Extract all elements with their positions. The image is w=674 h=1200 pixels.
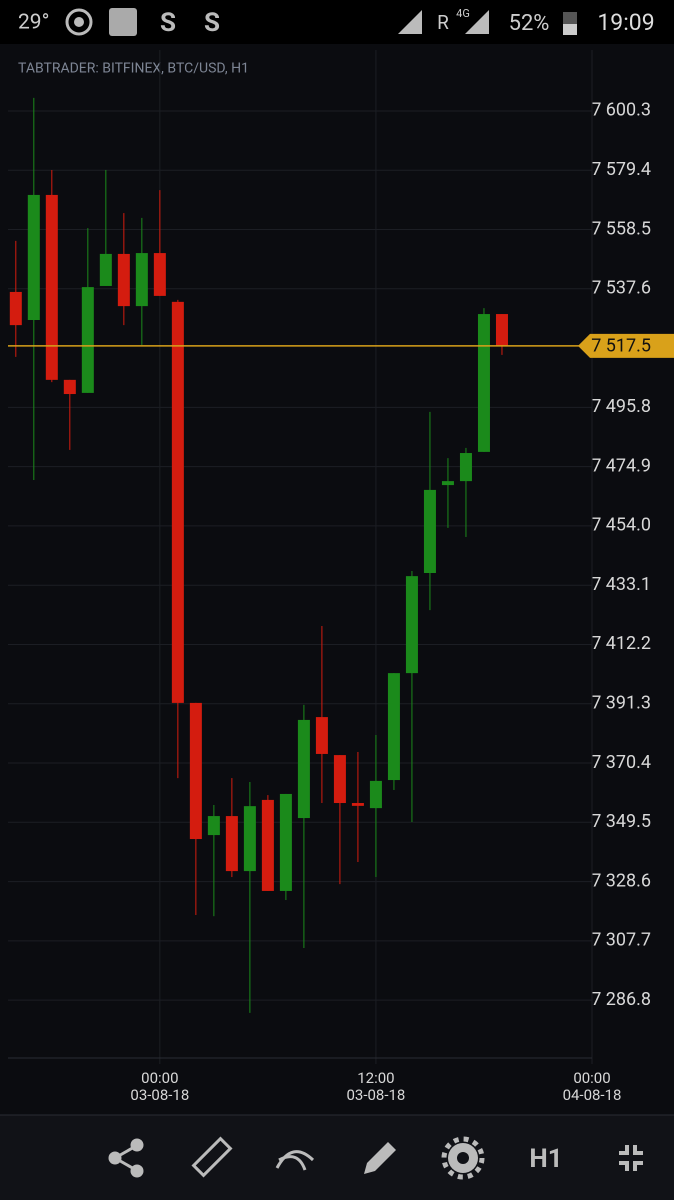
battery-level: 52% <box>509 11 550 36</box>
x-tick-label: 12:00 <box>357 1069 394 1087</box>
fullscreen-button[interactable] <box>619 1145 643 1171</box>
ruler-button[interactable] <box>191 1136 233 1178</box>
share-button[interactable] <box>108 1138 144 1178</box>
candle-body <box>153 253 166 296</box>
battery-icon <box>563 12 577 35</box>
draw-button[interactable] <box>364 1142 396 1174</box>
clock: 19:09 <box>597 9 654 36</box>
candle-body <box>495 314 508 346</box>
signal-icon <box>398 10 422 34</box>
candle-body <box>387 673 400 781</box>
chrome-icon <box>65 8 93 36</box>
candle-body <box>405 576 418 674</box>
settings-button[interactable] <box>441 1136 485 1180</box>
y-tick-label: 7 474.9 <box>591 455 651 476</box>
y-tick-label: 7 600.3 <box>591 100 651 121</box>
temperature: 29° <box>18 11 49 35</box>
candle-body <box>117 253 130 307</box>
candle-body <box>99 253 112 286</box>
y-tick-label: 7 454.0 <box>591 515 651 536</box>
y-tick-label: 7 537.6 <box>591 278 651 299</box>
y-tick-label: 7 307.7 <box>591 930 651 951</box>
signal-icon <box>465 10 489 34</box>
candle-body <box>477 314 490 452</box>
plot: 7 286.8 7 307.7 7 328.6 7 349.5 7 370.4 7 391… <box>8 50 674 1104</box>
candle-body <box>441 481 454 486</box>
candle-body <box>45 194 58 380</box>
candle-body <box>135 253 148 307</box>
candle-body <box>27 194 40 321</box>
candle-body <box>261 799 274 891</box>
app-icon: S <box>204 8 220 38</box>
x-tick-label: 04-08-18 <box>563 1086 622 1104</box>
y-tick-label: 7 433.1 <box>591 574 651 595</box>
x-tick-label: 00:00 <box>573 1069 610 1087</box>
candle-body <box>225 816 238 872</box>
candle-body <box>207 816 220 836</box>
y-tick-label: 7 328.6 <box>591 870 651 891</box>
x-tick-label: 03-08-18 <box>346 1086 405 1104</box>
network-type: 4G <box>456 7 470 20</box>
x-tick-label: 00:00 <box>141 1069 178 1087</box>
candle-body <box>315 717 328 754</box>
candle-body <box>333 755 346 804</box>
candle-body <box>171 301 184 703</box>
y-tick-label: 7 370.4 <box>591 752 651 773</box>
y-tick-label: 7 495.8 <box>591 396 651 417</box>
candle-body <box>297 719 310 819</box>
indicators-button[interactable] <box>275 1150 315 1171</box>
y-tick-label: 7 558.5 <box>591 218 651 239</box>
network: R <box>437 11 449 34</box>
y-tick-label: 7 412.2 <box>591 633 651 654</box>
candle-body <box>243 806 256 872</box>
y-tick-label: 7 579.4 <box>591 159 651 180</box>
candle-body <box>9 291 22 326</box>
candle-body <box>369 780 382 809</box>
price-tag <box>578 333 674 358</box>
candle-body <box>351 803 364 806</box>
candle-body <box>459 453 472 482</box>
price-label: 7 517.5 <box>591 336 651 357</box>
chart-title: TABTRADER: BITFINEX, BTC/USD, H1 <box>18 61 249 77</box>
candle-body <box>279 793 292 891</box>
candle-body <box>63 379 76 395</box>
y-tick-label: 7 349.5 <box>591 811 651 832</box>
x-tick-label: 03-08-18 <box>130 1086 189 1104</box>
app-icon: S <box>160 8 176 38</box>
candle-body <box>423 489 436 574</box>
candle-body <box>81 287 94 393</box>
y-tick-label: 7 391.3 <box>591 693 651 714</box>
y-tick-label: 7 286.8 <box>591 989 651 1010</box>
app-icon <box>109 8 137 36</box>
toolbar <box>0 1115 674 1200</box>
timeframe-button[interactable]: H1 <box>529 1144 562 1174</box>
candle-body <box>189 702 202 840</box>
